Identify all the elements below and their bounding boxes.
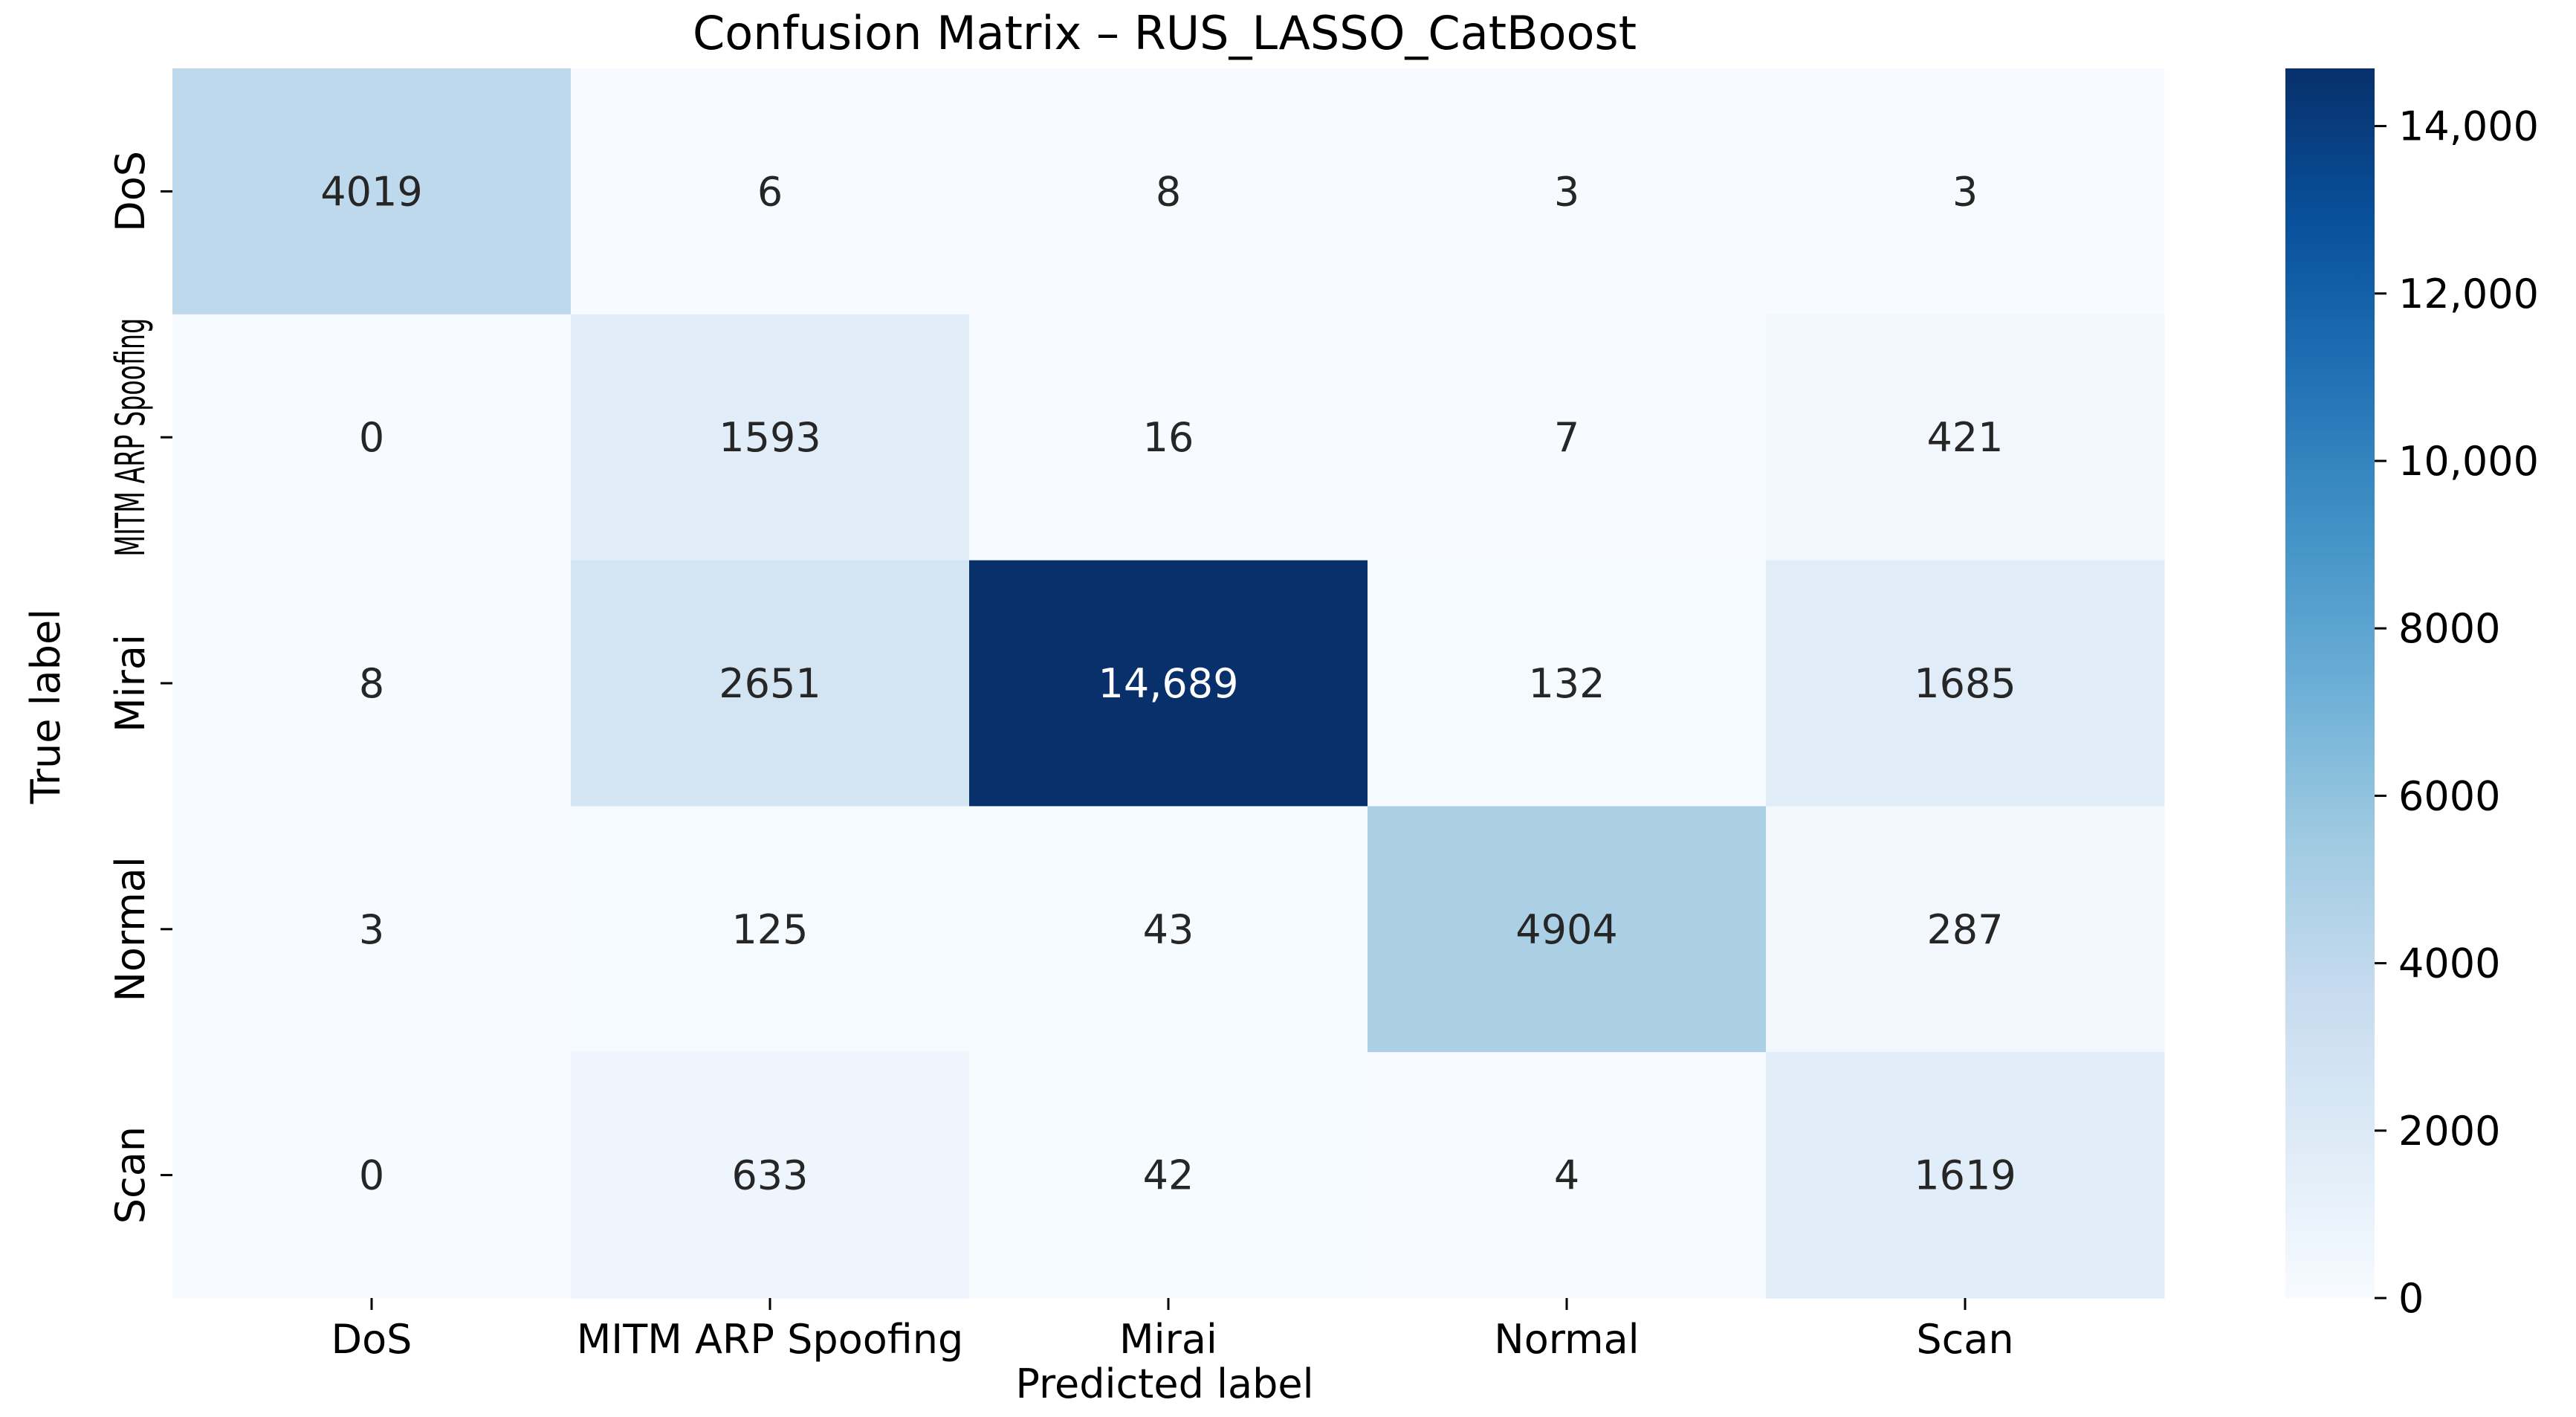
cell-label: 0 [359, 414, 384, 461]
colorbar-tick-label: 12,000 [2398, 271, 2539, 317]
colorbar-tick-label: 6000 [2398, 772, 2500, 819]
cell-label: 3 [1554, 168, 1579, 215]
cell-mirai-scan [1766, 560, 2165, 807]
cell-normal-scan [1766, 806, 2165, 1053]
colorbar-tick-label: 8000 [2398, 605, 2500, 652]
cell-scan-mitm-arp-spoofing [571, 1052, 970, 1299]
cell-label: 4 [1554, 1152, 1579, 1199]
cell-mitm-arp-spoofing-mirai [969, 314, 1368, 561]
cell-mirai-dos [172, 560, 572, 807]
cell-mirai-normal [1368, 560, 1767, 807]
cell-label: 0 [359, 1152, 384, 1199]
cell-label: 125 [731, 906, 808, 953]
x-tick-label-normal: Normal [1494, 1316, 1639, 1363]
cell-label: 287 [1926, 906, 2003, 953]
x-axis-label: Predicted label [1015, 1360, 1313, 1407]
cell-mitm-arp-spoofing-dos [172, 314, 572, 561]
y-tick-label-dos: DoS [107, 151, 154, 232]
y-axis-ticks: DoS MITM ARP Spoofing Mirai Normal Scan [107, 151, 172, 1224]
colorbar-tick-label: 2000 [2398, 1108, 2500, 1155]
cell-label: 6 [757, 168, 783, 215]
cell-dos-mitm-arp-spoofing [571, 68, 970, 315]
cell-scan-mirai [969, 1052, 1368, 1299]
cell-label: 43 [1143, 906, 1194, 953]
cell-dos-dos [172, 68, 572, 315]
cell-scan-dos [172, 1052, 572, 1299]
cell-label: 16 [1143, 414, 1194, 461]
cell-scan-scan [1766, 1052, 2165, 1299]
y-tick-label-normal: Normal [107, 856, 154, 1001]
colorbar-tick-label: 10,000 [2398, 438, 2539, 485]
cell-label: 1593 [719, 414, 821, 461]
cell-mirai-mirai [969, 560, 1368, 807]
x-tick-label-mitm-arp-spoofing: MITM ARP Spoofing [577, 1316, 964, 1363]
x-tick-label-dos: DoS [331, 1316, 412, 1363]
cell-normal-normal [1368, 806, 1767, 1053]
cell-label: 8 [1156, 168, 1181, 215]
colorbar-ticks: 0 2000 4000 6000 8000 10,000 12,000 14,000 [2375, 103, 2539, 1322]
x-axis-ticks: DoS MITM ARP Spoofing Mirai Normal Scan [331, 1298, 2014, 1363]
cell-mitm-arp-spoofing-mitm-arp-spoofing [571, 314, 970, 561]
x-tick-label-scan: Scan [1916, 1316, 2013, 1363]
cell-dos-mirai [969, 68, 1368, 315]
cell-label: 2651 [719, 660, 821, 707]
cell-normal-mirai [969, 806, 1368, 1053]
cell-scan-normal [1368, 1052, 1767, 1299]
heatmap-cells: 4019 6 8 3 3 0 1593 16 7 421 8 2651 14,689 132 1685 3 12… [172, 68, 2165, 1299]
colorbar [2285, 68, 2375, 1298]
y-tick-label-mirai: Mirai [107, 634, 154, 732]
cell-dos-normal [1368, 68, 1767, 315]
cell-label: 4904 [1515, 906, 1617, 953]
colorbar-tick-label: 0 [2398, 1275, 2424, 1322]
cell-label: 7 [1554, 414, 1579, 461]
cell-label: 42 [1143, 1152, 1194, 1199]
y-tick-label-mitm-arp-spoofing: MITM ARP Spoofing [107, 318, 154, 557]
cell-label: 1685 [1914, 660, 2016, 707]
cell-label: 14,689 [1098, 660, 1239, 707]
chart-title: Confusion Matrix – RUS_LASSO_CatBoost [693, 6, 1637, 60]
cell-mirai-mitm-arp-spoofing [571, 560, 970, 807]
cell-label: 8 [359, 660, 384, 707]
cell-label: 1619 [1914, 1152, 2016, 1199]
colorbar-tick-label: 4000 [2398, 940, 2500, 987]
cell-label: 3 [1952, 168, 1978, 215]
cell-normal-mitm-arp-spoofing [571, 806, 970, 1053]
y-tick-label-scan: Scan [107, 1126, 154, 1224]
cell-label: 3 [359, 906, 384, 953]
y-axis-label: True label [22, 609, 69, 804]
colorbar-tick-label: 14,000 [2398, 103, 2539, 150]
cell-normal-dos [172, 806, 572, 1053]
x-tick-label-mirai: Mirai [1119, 1316, 1217, 1363]
cell-dos-scan [1766, 68, 2165, 315]
cell-label: 132 [1528, 660, 1605, 707]
cell-label: 421 [1926, 414, 2003, 461]
cell-label: 4019 [320, 168, 422, 215]
cell-mitm-arp-spoofing-normal [1368, 314, 1767, 561]
cell-label: 633 [731, 1152, 808, 1199]
cell-mitm-arp-spoofing-scan [1766, 314, 2165, 561]
